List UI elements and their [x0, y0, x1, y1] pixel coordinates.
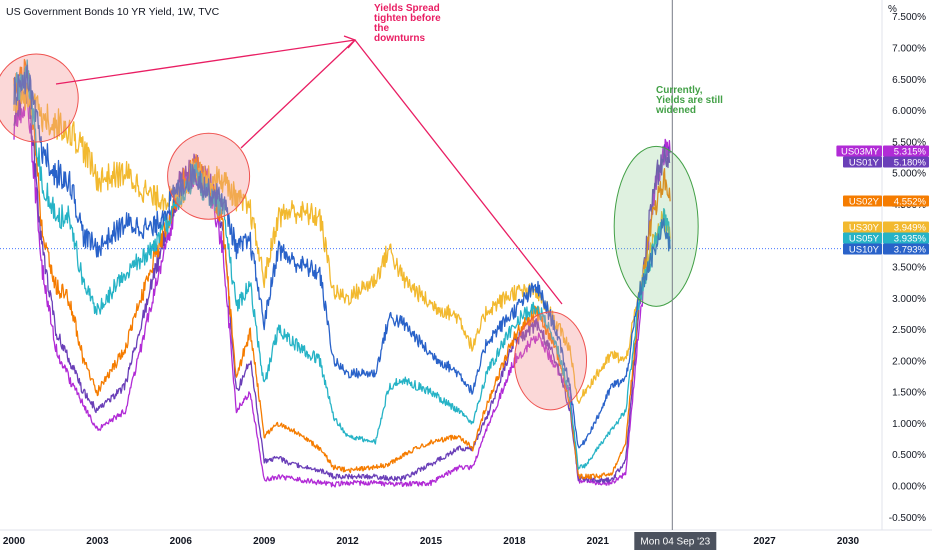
badge-value: 5.180%	[894, 158, 927, 169]
x-tick-label: 2000	[3, 536, 26, 547]
badge-name: US03MY	[841, 147, 880, 158]
y-tick-label: 5.500%	[892, 137, 926, 148]
series-line-us01y[interactable]	[13, 74, 671, 484]
crosshair-date-text: Mon 04 Sep '23	[640, 537, 710, 548]
x-tick-label: 2012	[336, 536, 359, 547]
y-tick-label: 3.500%	[892, 263, 926, 274]
series-line-us02y[interactable]	[13, 58, 671, 480]
highlight-circle-2007[interactable]	[167, 132, 251, 220]
y-tick-label: 2.000%	[892, 356, 926, 367]
chart-title: US Government Bonds 10 YR Yield, 1W, TVC	[6, 6, 220, 18]
y-tick-label: 7.500%	[892, 12, 926, 23]
badge-name: US30Y	[849, 223, 880, 234]
x-tick-label: 2003	[86, 536, 109, 547]
arrowhead-icon	[343, 35, 357, 49]
badge-value: 3.793%	[894, 245, 927, 256]
badge-us01y: US01Y 5.180%	[843, 156, 929, 169]
annotation-current: Currently, Yields are still widened	[656, 86, 723, 116]
arrow-2019-to-note[interactable]	[354, 39, 563, 305]
annotation-current-line: Currently,	[656, 85, 703, 96]
y-tick-label: 6.500%	[892, 75, 926, 86]
annotation-spread-line: Yields Spread	[374, 3, 440, 14]
badge-value: 4.552%	[894, 197, 927, 208]
series-line-us05y[interactable]	[13, 59, 671, 470]
y-axis: -0.500% 0.000% 0.500% 1.000% 1.500% 2.000% 2.5…	[881, 0, 926, 530]
x-tick-label: 2015	[420, 536, 443, 547]
annotation-spread-line: the	[374, 23, 389, 34]
badge-name: US10Y	[849, 245, 880, 256]
y-tick-label: 6.000%	[892, 106, 926, 117]
y-tick-label: -0.500%	[889, 513, 926, 524]
highlight-ellipse-current[interactable]	[613, 145, 699, 307]
annotation-spread-line: downturns	[374, 33, 426, 44]
x-tick-label: 2030	[837, 536, 860, 547]
x-tick-label: 2021	[587, 536, 610, 547]
annotation-current-line: widened	[656, 105, 697, 116]
y-tick-label: 2.500%	[892, 325, 926, 336]
arrow-2007-to-note[interactable]	[240, 39, 356, 149]
annotation-spread: Yields Spread tighten before the downtur…	[374, 4, 441, 44]
arrow-2000-to-note[interactable]	[55, 39, 356, 85]
highlight-circle-2019[interactable]	[514, 311, 588, 411]
badge-name: US05Y	[849, 234, 880, 245]
y-tick-label: 7.000%	[892, 44, 926, 55]
y-tick-label: 3.000%	[892, 294, 926, 305]
series-line-us30y[interactable]	[13, 82, 671, 404]
y-axis-unit: %	[888, 4, 897, 15]
badge-name: US02Y	[849, 197, 880, 208]
badge-value: 3.949%	[894, 223, 927, 234]
badge-us05y: US05Y 3.935%	[843, 232, 929, 245]
y-tick-label: 0.000%	[892, 482, 926, 493]
badge-name: US01Y	[849, 158, 880, 169]
y-tick-label: 5.000%	[892, 169, 926, 180]
annotation-spread-line: tighten before	[374, 13, 441, 24]
y-tick-label: 1.000%	[892, 419, 926, 430]
x-tick-label: 2027	[753, 536, 776, 547]
y-tick-label: 0.500%	[892, 450, 926, 461]
x-tick-label: 2018	[503, 536, 526, 547]
annotation-current-line: Yields are still	[656, 95, 723, 106]
badge-us30y: US30Y 3.949%	[843, 221, 929, 234]
series-line-us10y[interactable]	[13, 64, 671, 449]
series-lines	[0, 58, 882, 488]
x-tick-label: 2009	[253, 536, 276, 547]
badge-value: 5.315%	[894, 147, 927, 158]
badge-us03my: US03MY 5.315%	[836, 145, 929, 158]
crosshair-date-label: Mon 04 Sep '23	[634, 532, 717, 550]
badge-us10y: US10Y 3.793%	[843, 243, 929, 256]
annotation-overlays	[0, 35, 699, 411]
badge-value: 3.935%	[894, 234, 927, 245]
y-tick-label: 1.500%	[892, 388, 926, 399]
badge-us02y: US02Y 4.552%	[843, 195, 929, 208]
price-badges: US03MY 5.315% US01Y 5.180% US02Y 4.552% US30Y 3…	[836, 145, 929, 256]
highlight-circle-2000[interactable]	[0, 53, 79, 143]
x-tick-label: 2006	[170, 536, 193, 547]
